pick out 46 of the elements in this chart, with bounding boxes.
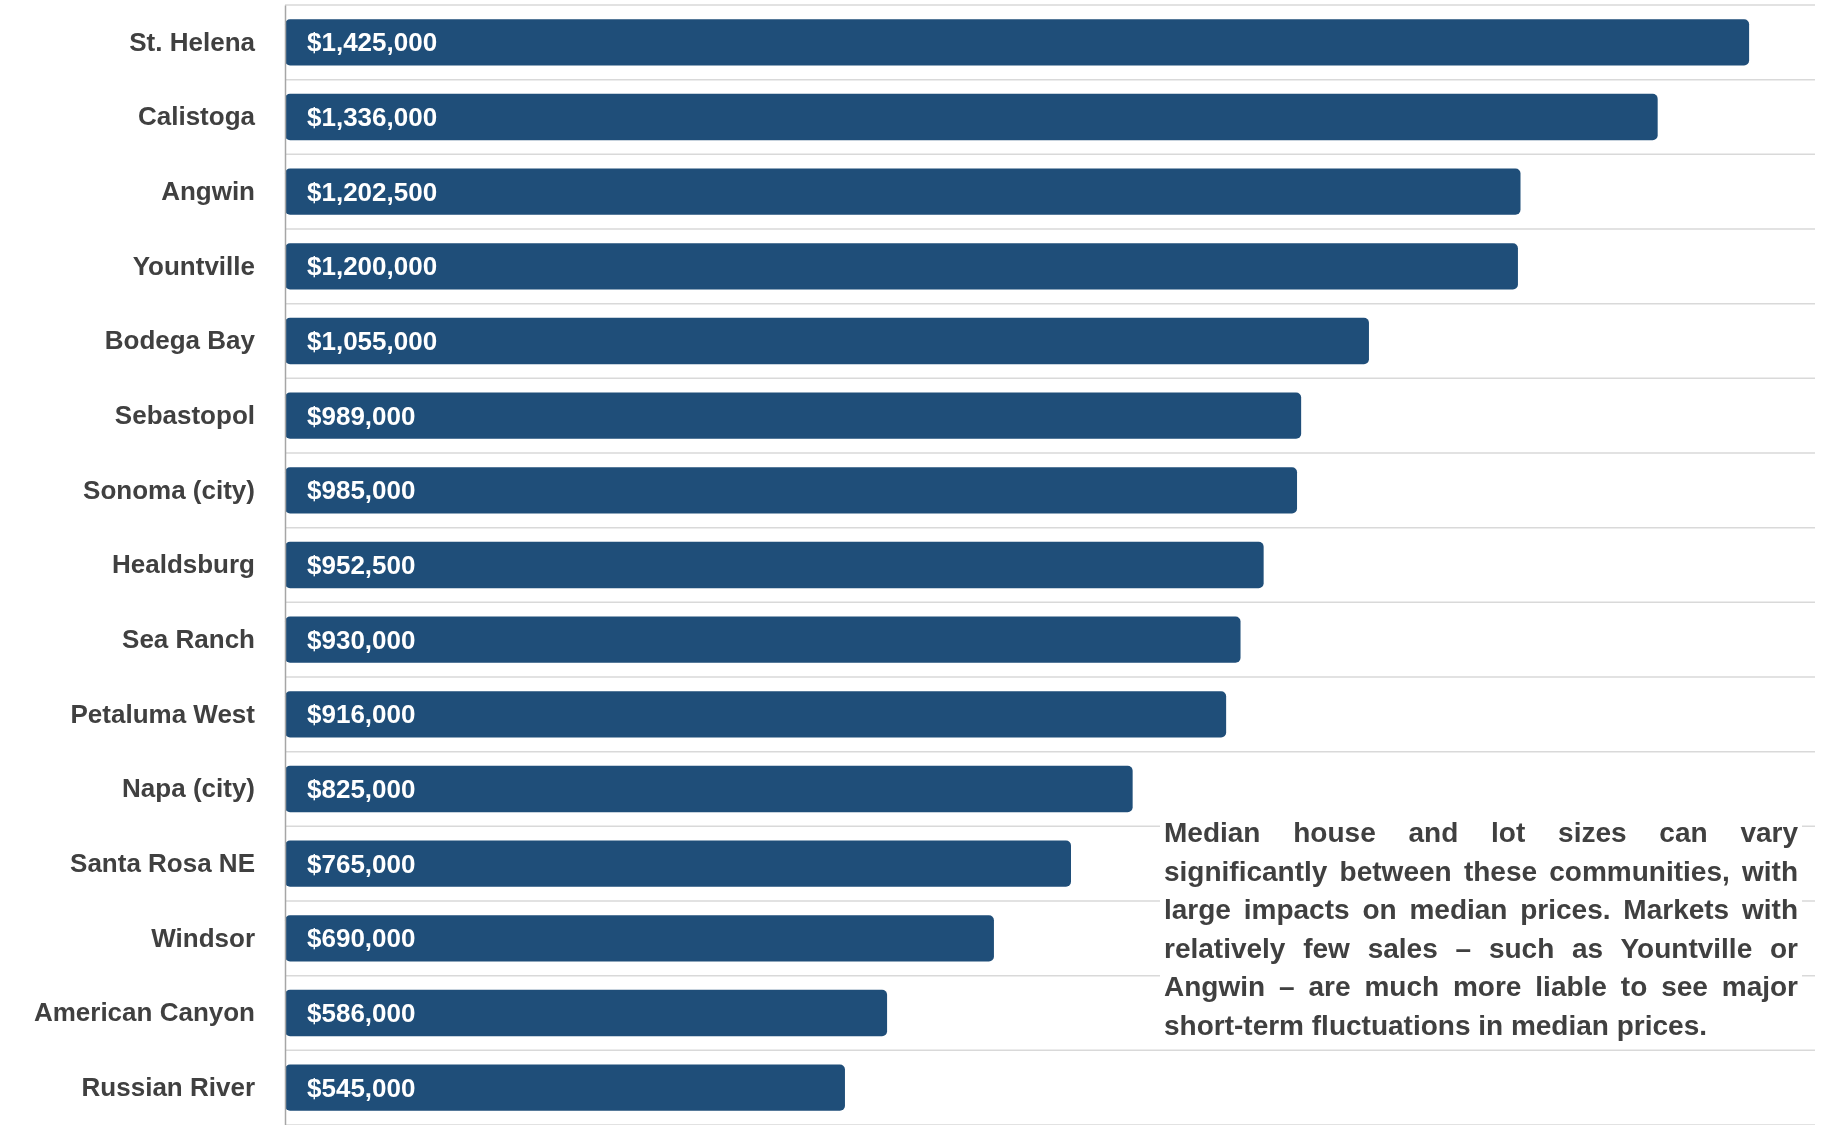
data-label: $916,000	[307, 699, 416, 730]
data-label: $985,000	[307, 475, 416, 506]
data-label: $586,000	[307, 998, 416, 1029]
data-label: $545,000	[307, 1072, 416, 1103]
y-tick-label: Petaluma West	[70, 698, 256, 729]
data-label: $1,425,000	[307, 27, 438, 58]
annotation: Median house and lot sizes can vary significantly between these communities, with large impacts on median prices. Markets with relatively few sales – such as Yountville or Angwin – are much more liable to see major short-term fluctuations in median prices.	[1160, 812, 1802, 1047]
y-tick-label: Sea Ranch	[122, 623, 255, 654]
data-label: $989,000	[307, 400, 416, 431]
bar	[285, 691, 1227, 738]
data-label: $1,200,000	[307, 251, 438, 282]
data-label: $690,000	[307, 923, 416, 954]
bar	[285, 765, 1133, 813]
data-label: $1,202,500	[307, 176, 438, 207]
bar	[285, 317, 1369, 365]
y-tick-label: Sebastopol	[114, 399, 255, 430]
y-tick-label: Napa (city)	[122, 773, 255, 804]
y-tick-label: St. Helena	[129, 26, 256, 57]
data-label: $930,000	[307, 624, 416, 655]
data-label: $825,000	[307, 774, 416, 805]
y-tick-label: Santa Rosa NE	[70, 847, 255, 878]
y-tick-label: Calistoga	[137, 101, 256, 132]
bar	[285, 541, 1264, 589]
y-tick-label: Healdsburg	[111, 549, 255, 580]
y-tick-label: Angwin	[161, 175, 255, 206]
y-tick-label: Russian River	[81, 1071, 255, 1102]
bar	[285, 243, 1518, 290]
bar	[285, 93, 1658, 141]
data-label: $765,000	[307, 848, 416, 879]
bar	[285, 392, 1302, 439]
bar	[285, 467, 1298, 514]
bar	[285, 915, 994, 962]
data-label: $1,336,000	[307, 102, 438, 133]
y-tick-label: Sonoma (city)	[83, 474, 255, 505]
bar	[285, 616, 1241, 663]
y-tick-label: Yountville	[132, 250, 255, 281]
y-tick-label: Bodega Bay	[104, 325, 256, 356]
bar	[285, 1064, 845, 1111]
data-label: $952,500	[307, 550, 416, 581]
bar	[285, 840, 1071, 887]
data-label: $1,055,000	[307, 326, 438, 357]
y-tick-label: Windsor	[151, 922, 255, 953]
bar	[285, 168, 1521, 215]
y-tick-label: American Canyon	[33, 997, 255, 1028]
bar	[285, 19, 1750, 66]
bar	[285, 989, 888, 1037]
